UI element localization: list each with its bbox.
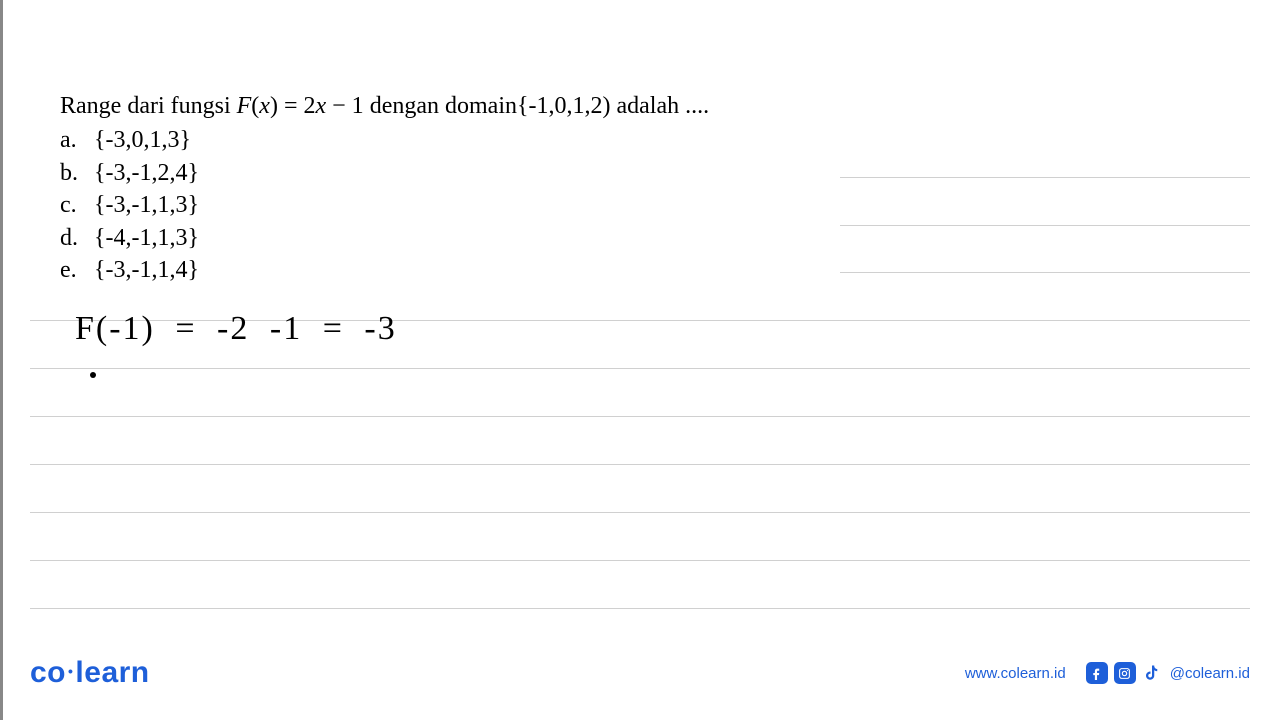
- instagram-icon: [1114, 662, 1136, 684]
- option-letter: c.: [60, 189, 80, 221]
- handwriting-dot: [90, 372, 96, 378]
- option-b: b. {-3,-1,2,4}: [60, 157, 1220, 189]
- social-handle: @colearn.id: [1170, 665, 1250, 682]
- logo-part1: co: [30, 656, 66, 689]
- option-c: c. {-3,-1,1,3}: [60, 189, 1220, 221]
- question-function-F: F: [237, 93, 252, 119]
- question-block: Range dari fungsi F(x) = 2x − 1 dengan d…: [60, 90, 1220, 286]
- brand-logo: co•learn: [30, 656, 150, 690]
- option-text: {-3,-1,1,4}: [94, 254, 199, 286]
- option-e: e. {-3,-1,1,4}: [60, 254, 1220, 286]
- logo-dot: •: [68, 663, 73, 679]
- question-equals: ) = 2: [270, 93, 316, 119]
- footer-right: www.colearn.id @colearn.id: [965, 662, 1250, 684]
- social-icons: @colearn.id: [1086, 662, 1250, 684]
- question-function-x2: x: [315, 93, 326, 119]
- option-text: {-3,0,1,3}: [94, 124, 191, 156]
- question-minus1: − 1: [326, 93, 364, 119]
- logo-part2: learn: [75, 656, 149, 689]
- option-a: a. {-3,0,1,3}: [60, 124, 1220, 156]
- option-text: {-3,-1,1,3}: [94, 189, 199, 221]
- question-text: Range dari fungsi F(x) = 2x − 1 dengan d…: [60, 90, 1220, 122]
- page-content: Range dari fungsi F(x) = 2x − 1 dengan d…: [0, 0, 1280, 720]
- website-url: www.colearn.id: [965, 665, 1066, 682]
- option-d: d. {-4,-1,1,3}: [60, 222, 1220, 254]
- option-letter: e.: [60, 254, 80, 286]
- option-text: {-3,-1,2,4}: [94, 157, 199, 189]
- question-suffix: dengan domain{-1,0,1,2) adalah ....: [364, 93, 709, 119]
- question-prefix: Range dari fungsi: [60, 93, 237, 119]
- option-letter: a.: [60, 124, 80, 156]
- footer: co•learn www.colearn.id @colearn.id: [30, 656, 1250, 690]
- handwriting-text: F(-1) = -2 -1 = -3: [75, 310, 1250, 348]
- handwriting-area: F(-1) = -2 -1 = -3: [60, 310, 1250, 348]
- facebook-icon: [1086, 662, 1108, 684]
- option-letter: d.: [60, 222, 80, 254]
- options-list: a. {-3,0,1,3} b. {-3,-1,2,4} c. {-3,-1,1…: [60, 124, 1220, 286]
- tiktok-icon: [1142, 663, 1162, 683]
- option-text: {-4,-1,1,3}: [94, 222, 199, 254]
- option-letter: b.: [60, 157, 80, 189]
- question-function-x1: x: [259, 93, 270, 119]
